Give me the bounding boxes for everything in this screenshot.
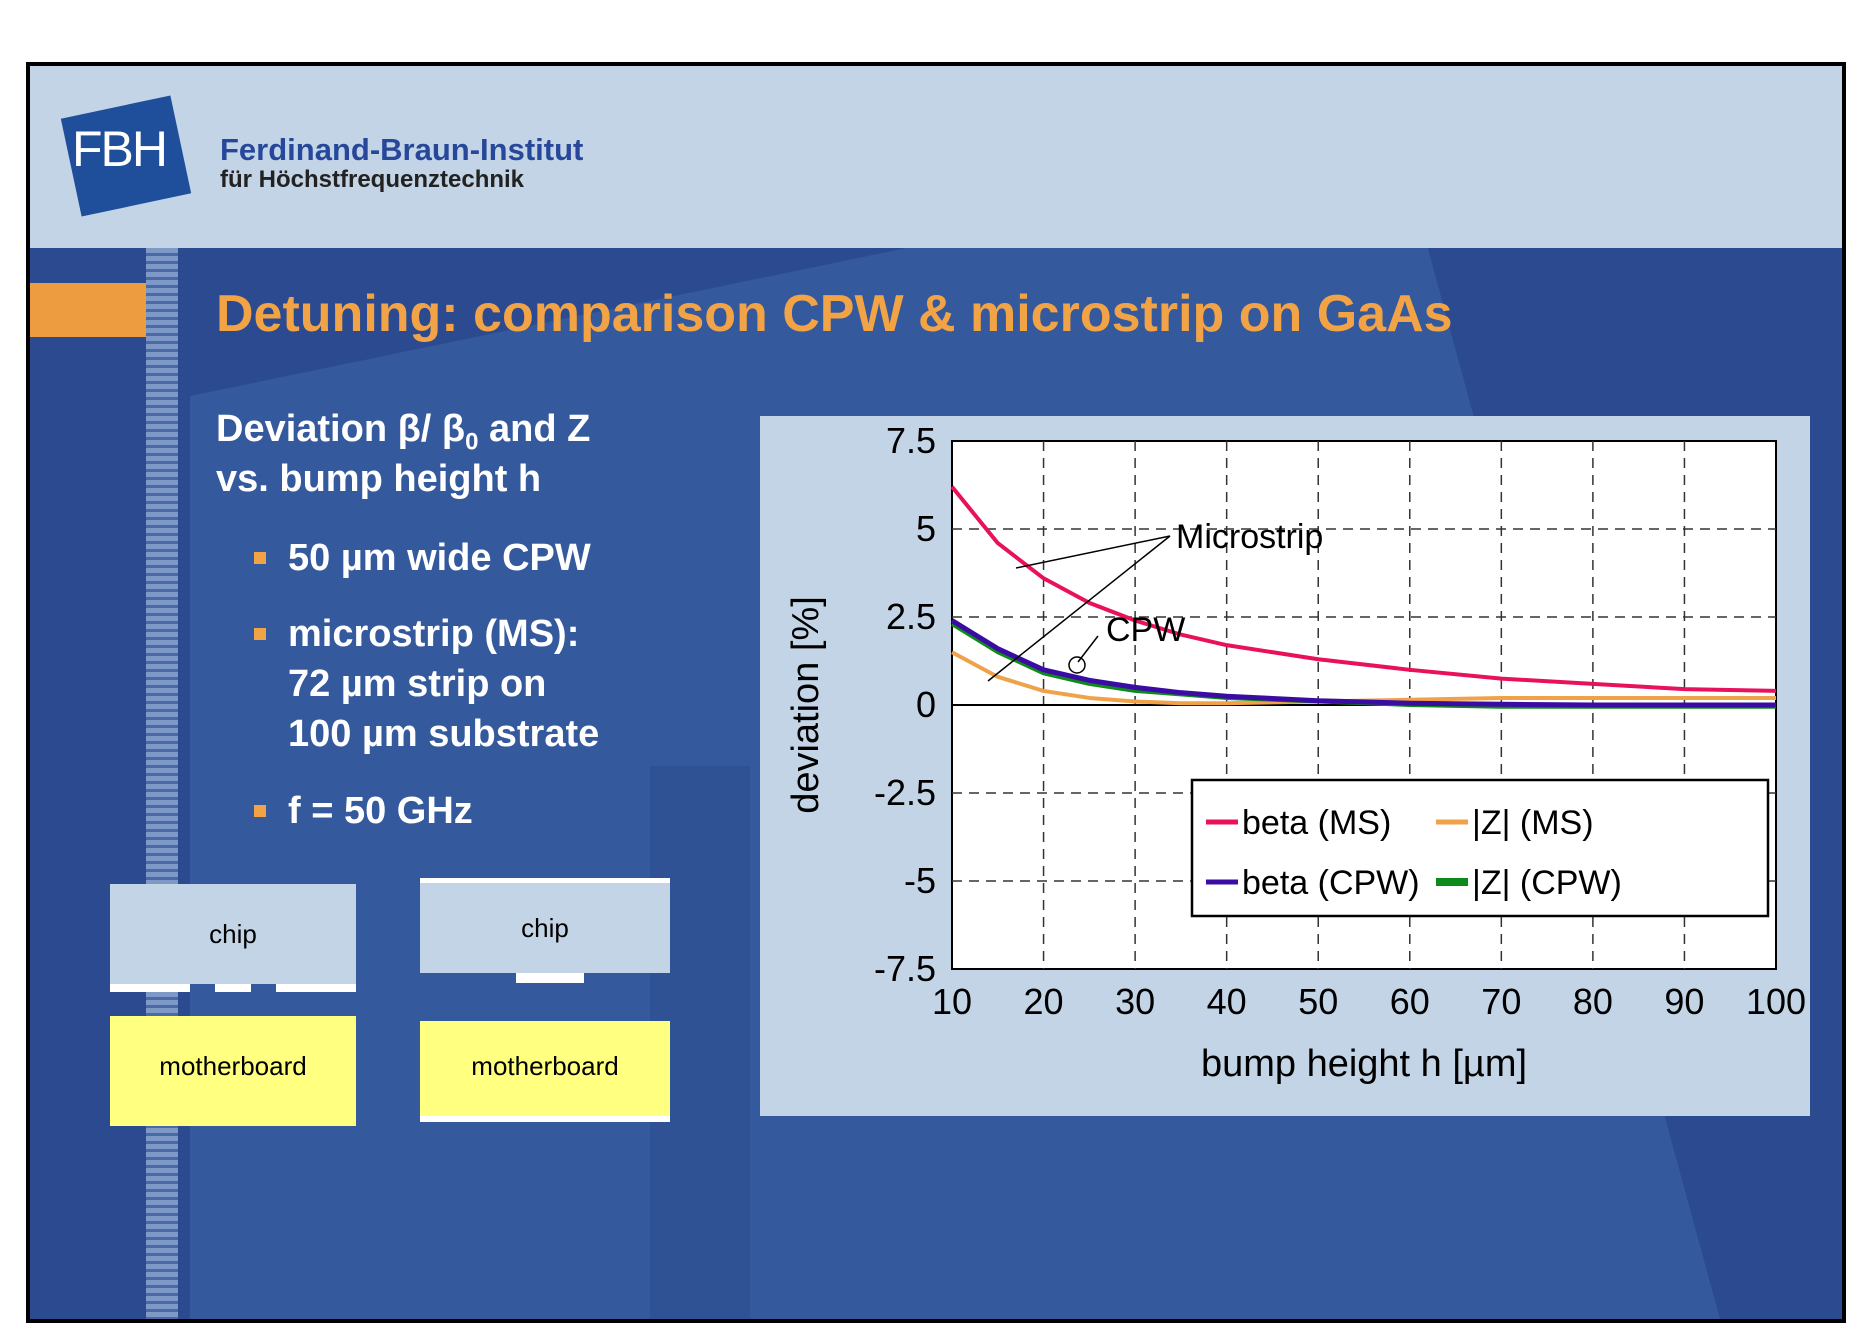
x-axis-label: bump height h [µm] — [1201, 1043, 1527, 1085]
intro-line-2: vs. bump height h — [216, 458, 542, 500]
bullet-2-line-3: 100 µm substrate — [288, 713, 600, 755]
y-tick-label: -5 — [904, 860, 936, 901]
x-tick-label: 60 — [1390, 981, 1430, 1022]
chart-panel: 10 20 30 40 50 60 70 80 90 100 7.5 5 2.5 0 -2.5 -5 -7.5 … — [760, 416, 1810, 1116]
slide: FBH Ferdinand-Braun-Institut für Höchstf… — [26, 62, 1846, 1323]
legend-box — [1190, 778, 1770, 918]
motherboard-block: motherboard — [110, 1016, 356, 1126]
x-tick-label: 70 — [1481, 981, 1521, 1022]
bump — [516, 973, 584, 983]
chip-block: chip — [110, 884, 356, 984]
bump — [215, 984, 251, 992]
chip-block: chip — [420, 883, 670, 973]
header-band — [30, 66, 1842, 248]
bullet-3-line-1: f = 50 GHz — [288, 790, 473, 832]
legend-label: |Z| (MS) — [1472, 804, 1594, 842]
annotation-cpw: CPW — [1106, 611, 1185, 649]
annotation-layer: Microstrip CPW — [987, 518, 1323, 682]
y-tick-label: 0 — [916, 684, 936, 725]
annotation-microstrip: Microstrip — [1176, 518, 1323, 556]
y-axis-label: deviation [%] — [785, 596, 827, 814]
legend-label: beta (CPW) — [1242, 864, 1420, 902]
board-edge — [420, 1116, 670, 1122]
x-tick-label: 30 — [1115, 981, 1155, 1022]
bullet-marker — [254, 628, 266, 640]
institute-subtitle: für Höchstfrequenztechnik — [220, 166, 525, 193]
x-tick-label: 50 — [1298, 981, 1338, 1022]
y-tick-label: 2.5 — [886, 596, 936, 637]
bump — [110, 984, 190, 992]
y-tick-label: 5 — [916, 508, 936, 549]
series-line — [951, 650, 1776, 706]
bullet-marker — [254, 552, 266, 564]
bump — [276, 984, 356, 992]
bullet-1-line-1: 50 µm wide CPW — [288, 537, 591, 579]
bullet-2-line-2: 72 µm strip on — [288, 663, 547, 705]
tick-layer: 10 20 30 40 50 60 70 80 90 100 7.5 5 2.5 0 -2.5 -5 -7.5 — [874, 420, 1806, 1022]
chip-edge — [420, 878, 670, 883]
institute-name: Ferdinand-Braun-Institut — [220, 132, 584, 167]
y-tick-label: -2.5 — [874, 772, 936, 813]
y-tick-label: 7.5 — [886, 420, 936, 461]
x-tick-label: 40 — [1207, 981, 1247, 1022]
series-layer — [950, 485, 1777, 709]
bullet-2-line-1: microstrip (MS): — [288, 613, 580, 655]
slide-title: Detuning: comparison CPW & microstrip on… — [216, 285, 1453, 343]
x-tick-label: 80 — [1573, 981, 1613, 1022]
deviation-chart: 10 20 30 40 50 60 70 80 90 1007.552.50-2.5-5-7.5 … — [785, 420, 1806, 1085]
intro-line-1: Deviation β/ β0 and Z — [216, 408, 591, 456]
motherboard-block: motherboard — [420, 1021, 670, 1116]
annotation-marker — [1068, 656, 1086, 674]
series-line — [950, 485, 1777, 693]
fbh-logo: FBH — [72, 121, 168, 177]
annotation-leader — [1015, 535, 1171, 569]
y-tick-label: -7.5 — [874, 948, 936, 989]
x-tick-label: 20 — [1024, 981, 1064, 1022]
bullet-marker — [254, 805, 266, 817]
chart-legend: beta (MS) |Z| (MS) beta (CPW) |Z| (CPW) — [1190, 778, 1770, 918]
title-accent-bar — [30, 283, 146, 337]
series-line — [950, 618, 1776, 708]
x-tick-label: 90 — [1664, 981, 1704, 1022]
annotation-leader — [987, 535, 1171, 682]
x-tick-label: 100 — [1746, 981, 1806, 1022]
legend-label: |Z| (CPW) — [1472, 864, 1622, 902]
legend-label: beta (MS) — [1242, 804, 1391, 842]
side-stripe — [146, 248, 178, 1319]
x-tick-label: 10 — [932, 981, 972, 1022]
